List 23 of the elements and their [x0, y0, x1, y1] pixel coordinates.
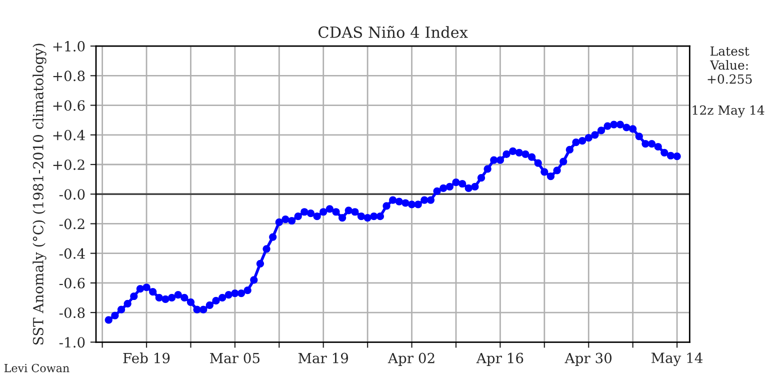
y-tick-label: -0.6 [59, 278, 85, 288]
y-tick-label: +0.8 [53, 70, 85, 82]
y-tick-label: +0.4 [53, 130, 85, 140]
x-tick-label: Apr 30 [564, 352, 612, 366]
x-tick-label: May 14 [652, 352, 703, 366]
y-tick-label: +1.0 [53, 41, 85, 52]
y-tick-label: -1.0 [59, 337, 85, 348]
y-axis-title: SST Anomaly (°C) (1981-2010 climatology) [32, 44, 46, 344]
x-tick-label: Apr 02 [388, 352, 434, 366]
y-tick-label: -0.2 [59, 218, 84, 230]
x-tick-label: Feb 19 [123, 352, 170, 364]
x-tick-label: Mar 05 [210, 352, 260, 364]
y-tick-label: +0.6 [53, 100, 85, 111]
y-tick-label: -0.8 [59, 308, 85, 318]
text: Latest Value: +0.255 [708, 46, 752, 84]
text: 12z May 14 [692, 105, 764, 118]
y-tick-label: -0.0 [59, 189, 85, 200]
y-tick-label: -0.4 [59, 248, 85, 259]
chart-title: CDAS Niño 4 Index [318, 26, 468, 38]
y-tick-label: +0.2 [53, 159, 84, 170]
x-tick-label: Mar 19 [298, 352, 348, 364]
x-tick-label: Apr 16 [476, 352, 524, 366]
text: Levi Cowan [4, 364, 70, 372]
